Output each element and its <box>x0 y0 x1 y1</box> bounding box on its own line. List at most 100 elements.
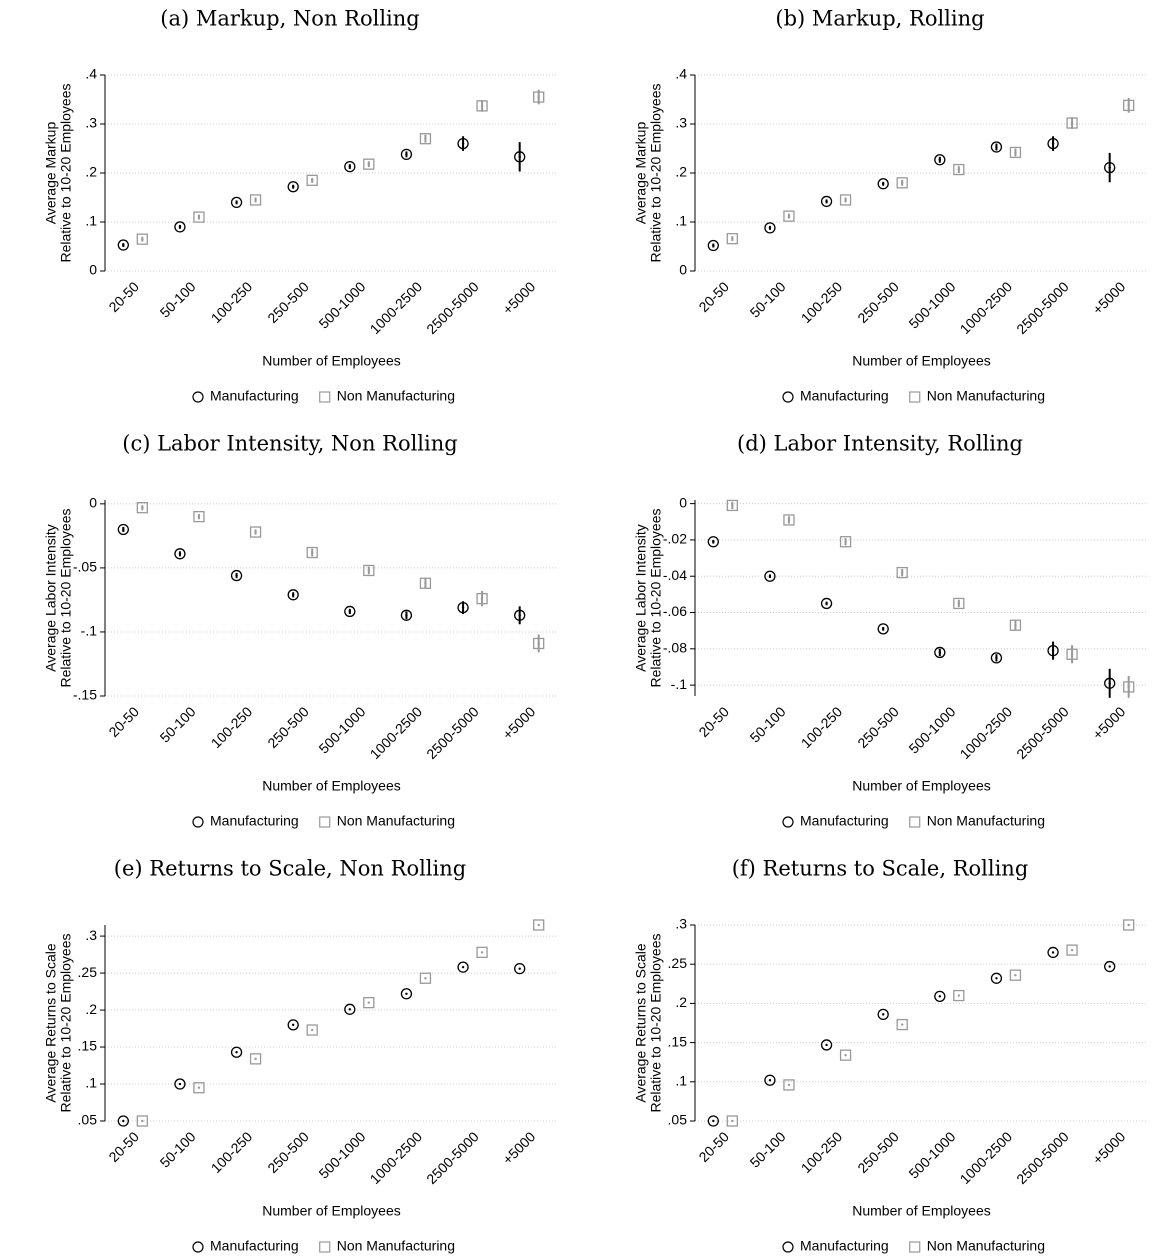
marker-dot <box>254 530 257 534</box>
marker-dot <box>424 137 427 140</box>
marker-outline <box>419 577 432 589</box>
marker-outline <box>514 609 526 621</box>
marker <box>249 194 262 206</box>
marker-dot <box>938 158 942 161</box>
marker-outline <box>457 601 469 614</box>
marker <box>1047 644 1059 657</box>
marker-dot <box>348 610 352 613</box>
marker-outline <box>306 546 318 559</box>
marker <box>287 181 299 193</box>
marker-outline <box>1066 944 1078 956</box>
marker-dot <box>518 614 521 617</box>
x-tick-label: 50-100 <box>747 1128 789 1170</box>
x-tick-label: 1000-2500 <box>957 703 1016 762</box>
marker-outline <box>877 1008 889 1021</box>
legend-marker <box>782 1241 794 1253</box>
marker-dot <box>731 504 734 507</box>
marker-outline <box>344 1003 356 1015</box>
marker-dot <box>178 1082 182 1086</box>
legend-label: Non Manufacturing <box>337 388 455 404</box>
marker-outline <box>764 570 776 582</box>
marker <box>136 502 148 514</box>
y-tick-label: .2 <box>675 164 687 180</box>
panel: (d) Labor Intensity, Rolling Average Labo… <box>633 432 1148 829</box>
x-tick-label: 250-500 <box>264 703 312 751</box>
y-tick-label: .4 <box>85 66 97 82</box>
y-tick-label: 0 <box>89 262 97 278</box>
marker-outline <box>1009 969 1022 981</box>
marker-dot <box>122 528 125 531</box>
marker-dot <box>461 142 465 145</box>
marker-dot <box>900 571 904 574</box>
y-tick-label: .4 <box>675 66 687 82</box>
marker <box>990 972 1003 984</box>
marker-dot <box>1051 649 1055 652</box>
legend-marker <box>319 816 331 828</box>
legend-label: Non Manufacturing <box>927 1238 1045 1254</box>
marker <box>400 609 413 621</box>
marker <box>344 160 356 173</box>
marker-outline <box>306 1024 318 1036</box>
marker <box>953 989 965 1002</box>
legend-marker <box>909 816 921 828</box>
marker-dot <box>844 540 847 543</box>
marker-outline <box>117 239 129 251</box>
marker-outline <box>419 972 432 984</box>
marker-outline <box>287 589 299 601</box>
marker-outline <box>896 566 908 579</box>
x-tick-label: 1000-2500 <box>957 1128 1016 1187</box>
x-tick-label: 2500-5000 <box>423 703 482 762</box>
marker-dot <box>310 179 314 182</box>
marker <box>764 1074 776 1086</box>
marker <box>363 997 375 1009</box>
marker-outline <box>1123 919 1135 931</box>
x-tick-label: 1000-2500 <box>367 703 426 762</box>
y-tick-label: 0 <box>679 494 687 510</box>
legend-label: Manufacturing <box>800 1238 889 1254</box>
marker-dot <box>712 1119 715 1123</box>
marker-outline <box>1047 946 1059 959</box>
marker-dot <box>1108 166 1111 169</box>
marker-outline <box>839 194 852 206</box>
legend-item: Non Manufacturing <box>909 813 1045 829</box>
marker <box>117 239 129 251</box>
marker <box>1123 919 1135 931</box>
y-axis-label: Relative to 10-20 Employees <box>648 934 664 1113</box>
marker-outline <box>193 1082 205 1094</box>
x-axis-label: Number of Employees <box>852 1203 991 1219</box>
y-tick-label: .2 <box>85 164 97 180</box>
marker-dot <box>461 965 465 969</box>
marker-dot <box>518 967 521 970</box>
marker-outline <box>533 637 545 650</box>
marker-outline <box>953 989 965 1002</box>
y-tick-label: .3 <box>675 916 687 932</box>
marker-outline <box>230 196 243 209</box>
marker-outline <box>363 158 375 170</box>
marker-outline <box>514 962 526 975</box>
marker-outline <box>1123 681 1135 693</box>
marker <box>363 158 375 170</box>
y-axis-label: Relative to 10-20 Employees <box>648 84 664 263</box>
marker <box>117 1115 129 1127</box>
marker-outline <box>707 1115 719 1127</box>
marker <box>934 646 946 659</box>
x-tick-label: 20-50 <box>105 1128 142 1165</box>
marker <box>707 536 719 548</box>
marker <box>419 972 432 984</box>
marker-dot <box>900 1023 904 1026</box>
y-axis-label: Average Returns to Scale <box>633 943 649 1102</box>
marker <box>457 137 469 150</box>
marker-dot <box>768 575 772 578</box>
marker-outline <box>1047 137 1059 150</box>
x-tick-label: 50-100 <box>157 703 199 745</box>
x-tick-label: 100-250 <box>208 703 256 751</box>
x-tick-label: +5000 <box>499 278 538 317</box>
marker-dot <box>768 1079 772 1082</box>
marker-outline <box>990 141 1003 153</box>
marker-outline <box>1066 117 1078 129</box>
marker-dot <box>405 614 408 617</box>
marker-outline <box>344 605 356 618</box>
legend: Manufacturing Non Manufacturing <box>782 813 1045 829</box>
marker <box>400 988 413 1000</box>
